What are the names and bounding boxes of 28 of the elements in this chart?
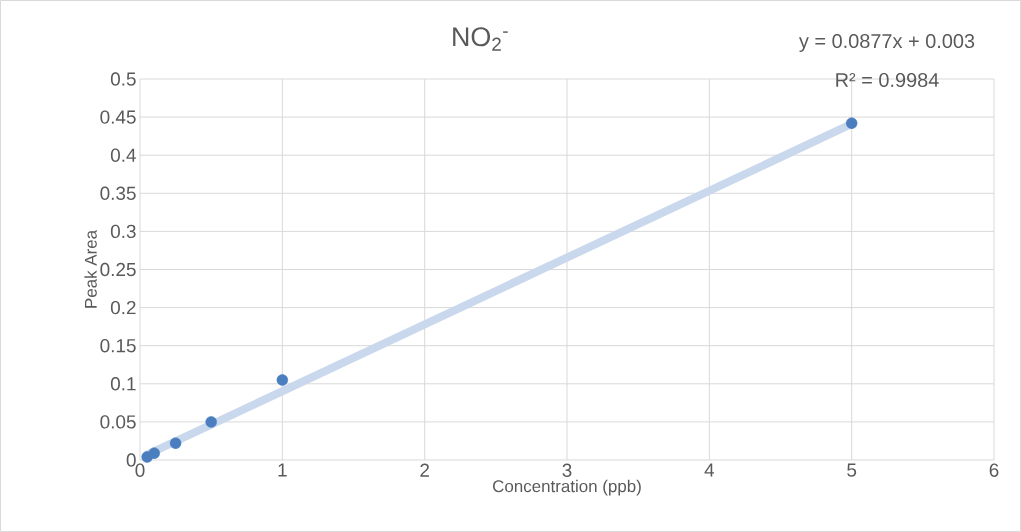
y-tick-label: 0.1 <box>110 377 136 391</box>
point <box>169 437 182 449</box>
annotation: R² = 0.9984 <box>836 72 939 88</box>
x-tick-label: 5 <box>847 463 857 477</box>
y-tick-label: 0.2 <box>110 300 136 315</box>
text: y = 0.0877x + 0.003 <box>798 33 975 53</box>
x-tick-label: 4 <box>704 463 715 477</box>
y-tick-label: 0.35 <box>100 186 136 200</box>
y-tick-label: 0 <box>126 453 136 467</box>
y-axis-title: Peak Area <box>84 229 97 308</box>
x-tick-label: 6 <box>989 463 999 477</box>
x-tick-label: 1 <box>278 463 287 477</box>
x-tick-label: 3 <box>562 463 572 477</box>
y-tick-label: 0.25 <box>100 262 136 277</box>
x-tick-label: 0 <box>135 463 145 477</box>
y-tick-label: 0.15 <box>100 338 136 353</box>
point <box>148 447 160 459</box>
x-tick-label: 2 <box>420 463 429 477</box>
y-tick-label: 0.5 <box>110 72 136 86</box>
point <box>205 416 217 428</box>
point <box>276 374 289 386</box>
chart-title: NO$_{2}$- <box>453 27 508 51</box>
x-axis-title: Concentration (ppb) <box>493 479 641 496</box>
y-tick-label: 0.45 <box>100 110 136 124</box>
y-tick-label: 0.3 <box>110 224 136 239</box>
y-tick-label: 0.05 <box>100 415 136 429</box>
point <box>845 117 858 129</box>
y-tick-label: 0.4 <box>110 148 136 162</box>
